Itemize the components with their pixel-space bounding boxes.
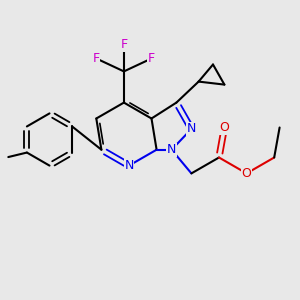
Text: N: N <box>124 159 134 172</box>
Text: F: F <box>93 52 100 65</box>
Text: O: O <box>220 121 229 134</box>
Text: F: F <box>148 52 155 65</box>
Text: O: O <box>242 167 251 180</box>
Text: F: F <box>120 38 128 51</box>
Text: N: N <box>187 122 196 136</box>
Text: N: N <box>167 143 176 156</box>
